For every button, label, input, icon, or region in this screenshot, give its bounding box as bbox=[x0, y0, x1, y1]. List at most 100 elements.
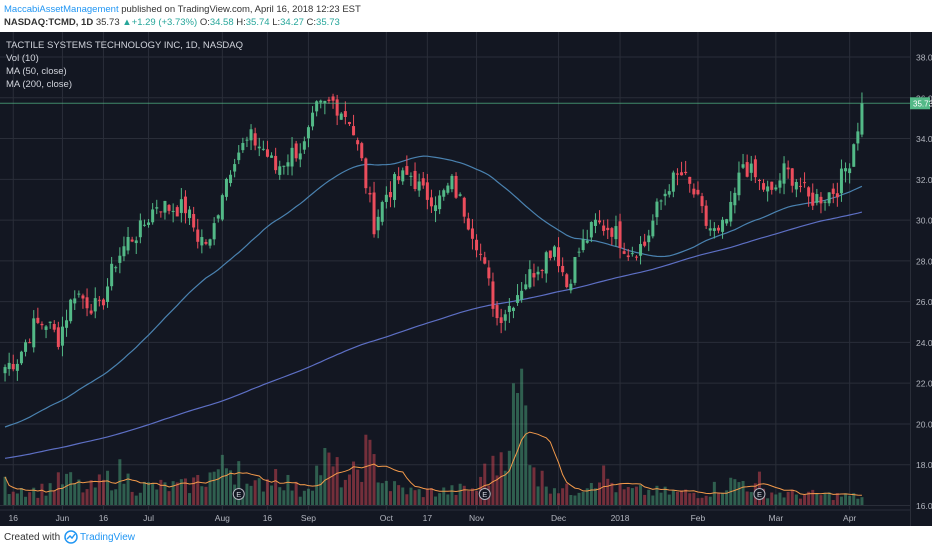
legend-ma50[interactable]: MA (50, close) bbox=[6, 66, 67, 77]
volume-bar bbox=[827, 492, 831, 505]
volume-bar bbox=[839, 496, 843, 505]
volume-bar bbox=[241, 492, 245, 505]
low-label: L: bbox=[272, 17, 281, 28]
candle-body bbox=[274, 155, 278, 171]
candle-body bbox=[257, 146, 261, 149]
volume-bar bbox=[425, 488, 429, 505]
published-text: published on TradingView.com, April 16, … bbox=[121, 4, 361, 15]
candle-body bbox=[634, 256, 638, 258]
candle-body bbox=[602, 225, 606, 231]
volume-bar bbox=[495, 475, 499, 505]
volume-bar bbox=[343, 479, 347, 505]
volume-bar bbox=[831, 500, 835, 505]
candle-body bbox=[610, 228, 614, 237]
candle-body bbox=[450, 175, 454, 190]
time-tick-label: Nov bbox=[469, 513, 485, 523]
candle-body bbox=[122, 246, 126, 257]
close-value: 35.73 bbox=[316, 17, 340, 28]
volume-bar bbox=[368, 439, 372, 505]
volume-bar bbox=[577, 492, 581, 505]
candle-body bbox=[831, 188, 835, 194]
volume-bar bbox=[110, 490, 114, 505]
candle-body bbox=[487, 267, 491, 279]
candle-body bbox=[69, 299, 73, 322]
time-axis[interactable]: 16 Jun 16 Jul Aug 16 Sep Oct 17 Nov Dec 2018 Feb Mar A… bbox=[0, 509, 910, 523]
candle-body bbox=[352, 126, 356, 136]
volume-bar bbox=[73, 483, 77, 505]
candle-body bbox=[32, 318, 36, 348]
candle-body bbox=[462, 197, 466, 217]
candle-body bbox=[52, 323, 56, 330]
legend-ma200[interactable]: MA (200, close) bbox=[6, 79, 72, 90]
candle-body bbox=[286, 162, 290, 167]
candle-body bbox=[3, 367, 7, 374]
volume-bar bbox=[671, 490, 675, 505]
candle-body bbox=[253, 133, 257, 146]
volume-bar bbox=[421, 497, 425, 505]
volume-bar bbox=[28, 492, 32, 505]
candle-body bbox=[294, 143, 298, 159]
candle-body bbox=[626, 255, 630, 258]
candle-body bbox=[622, 251, 626, 254]
volume-bar bbox=[11, 491, 15, 505]
volume-bar bbox=[618, 484, 622, 505]
volume-bar bbox=[130, 491, 134, 505]
volume-bar bbox=[647, 489, 651, 505]
legend-title: TACTILE SYSTEMS TECHNOLOGY INC, 1D, NASD… bbox=[6, 40, 243, 51]
candle-body bbox=[237, 152, 241, 161]
open-value: 34.58 bbox=[209, 17, 234, 28]
chart-legend: TACTILE SYSTEMS TECHNOLOGY INC, 1D, NASD… bbox=[6, 40, 243, 90]
volume-bar bbox=[311, 490, 315, 505]
candle-body bbox=[675, 173, 679, 175]
candle-body bbox=[729, 201, 733, 222]
candle-body bbox=[552, 246, 556, 257]
price-chart[interactable]: EEE 38.0036.0034.0032.0030.0028.0026.002… bbox=[0, 32, 932, 526]
ma50-line bbox=[4, 155, 863, 428]
earnings-marker-label: E bbox=[482, 490, 487, 499]
volume-bar bbox=[257, 478, 261, 505]
tradingview-link[interactable]: TradingView bbox=[80, 532, 136, 543]
candle-body bbox=[335, 99, 339, 116]
candle-body bbox=[138, 220, 142, 238]
volume-bar bbox=[298, 496, 302, 505]
volume-bar bbox=[589, 483, 593, 505]
volume-bar bbox=[700, 497, 704, 505]
candle-body bbox=[565, 274, 569, 288]
candle-body bbox=[639, 244, 643, 256]
volume-bar bbox=[725, 490, 729, 505]
candle-body bbox=[823, 201, 827, 203]
volume-bar bbox=[528, 465, 532, 505]
candle-body bbox=[692, 188, 696, 195]
candle-body bbox=[388, 192, 392, 198]
volume-bar bbox=[639, 484, 643, 505]
volume-bar bbox=[339, 487, 343, 505]
volume-bar bbox=[106, 470, 110, 505]
volume-bar bbox=[19, 487, 23, 505]
candle-body bbox=[372, 192, 376, 235]
candle-body bbox=[89, 310, 93, 314]
volume-bar bbox=[598, 482, 602, 505]
candle-body bbox=[696, 189, 700, 195]
candle-body bbox=[118, 255, 122, 263]
legend-vol[interactable]: Vol (10) bbox=[6, 53, 39, 64]
candle-body bbox=[212, 223, 216, 240]
candle-body bbox=[85, 297, 89, 309]
candle-body bbox=[663, 193, 667, 197]
candle-body bbox=[548, 250, 552, 259]
candle-body bbox=[331, 96, 335, 101]
volume-bar bbox=[208, 472, 212, 505]
volume-bar bbox=[134, 495, 138, 505]
candle-body bbox=[507, 305, 511, 312]
author-link[interactable]: MaccabiAssetManagement bbox=[4, 4, 119, 15]
volume-bar bbox=[384, 480, 388, 505]
volume-bar bbox=[290, 490, 294, 505]
volume-bar bbox=[634, 486, 638, 505]
volume-bar bbox=[667, 494, 671, 505]
price-axis[interactable]: 38.0036.0034.0032.0030.0028.0026.0024.00… bbox=[910, 53, 932, 512]
candle-body bbox=[835, 193, 839, 198]
candle-body bbox=[413, 170, 417, 189]
candle-body bbox=[147, 222, 151, 225]
price-tick-label: 38.00 bbox=[916, 53, 932, 63]
candle-body bbox=[417, 181, 421, 191]
candle-body bbox=[159, 211, 163, 213]
